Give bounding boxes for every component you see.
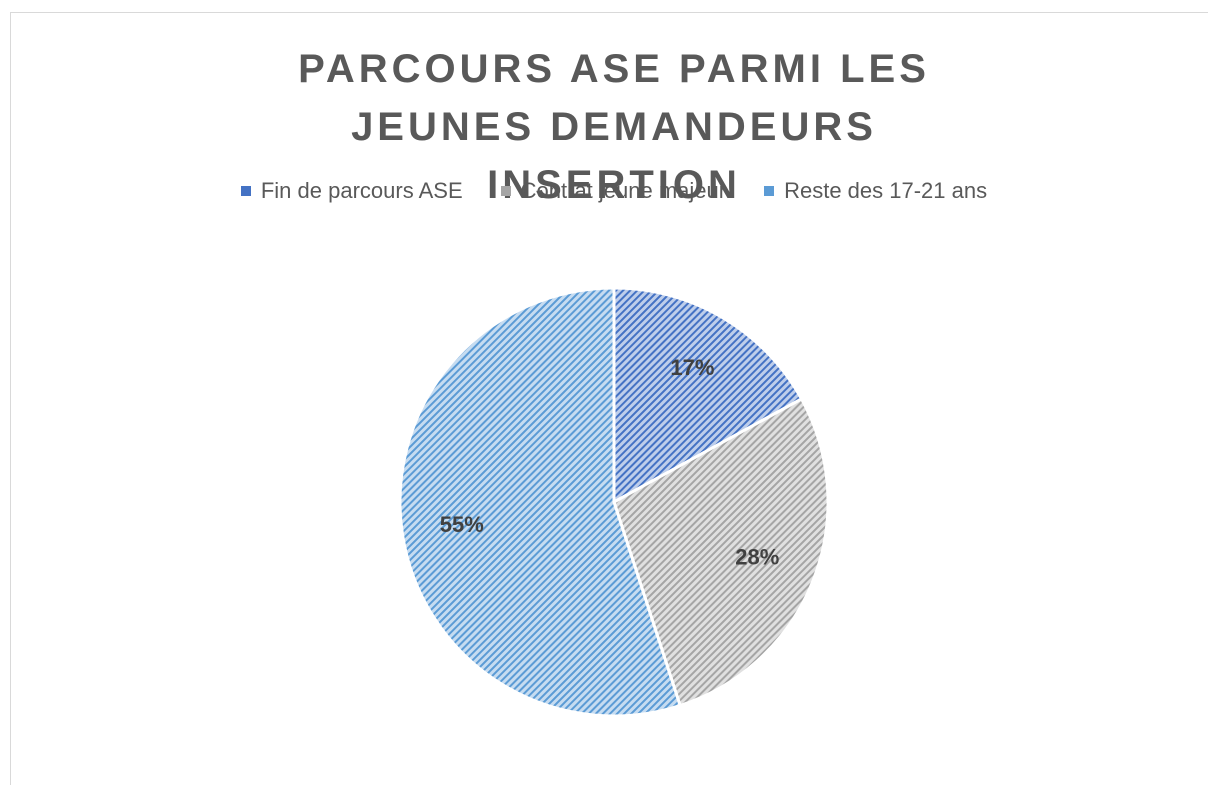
legend-item: Fin de parcours ASE [240, 178, 463, 204]
legend-swatch [240, 186, 251, 196]
pie-slice [612, 396, 830, 708]
legend-label: Contrat jeune majeur [520, 178, 727, 203]
chart-border [10, 12, 1208, 785]
legend-swatch [764, 186, 775, 196]
legend: Fin de parcours ASE Contrat jeune majeur R… [0, 178, 1208, 204]
data-label: 55% [440, 512, 484, 537]
data-label: 17% [670, 355, 714, 380]
data-label: 28% [735, 545, 779, 570]
legend-label: Fin de parcours ASE [260, 178, 463, 203]
pie-slice [612, 286, 804, 505]
pie-slice [398, 286, 683, 718]
legend-item: Contrat jeune majeur [500, 178, 727, 204]
legend-label: Reste des 17-21 ans [784, 178, 988, 203]
chart-title: PARCOURS ASE PARMI LES JEUNES DEMANDEURS… [298, 47, 930, 207]
legend-swatch [500, 186, 511, 196]
legend-item: Reste des 17-21 ans [764, 178, 987, 204]
